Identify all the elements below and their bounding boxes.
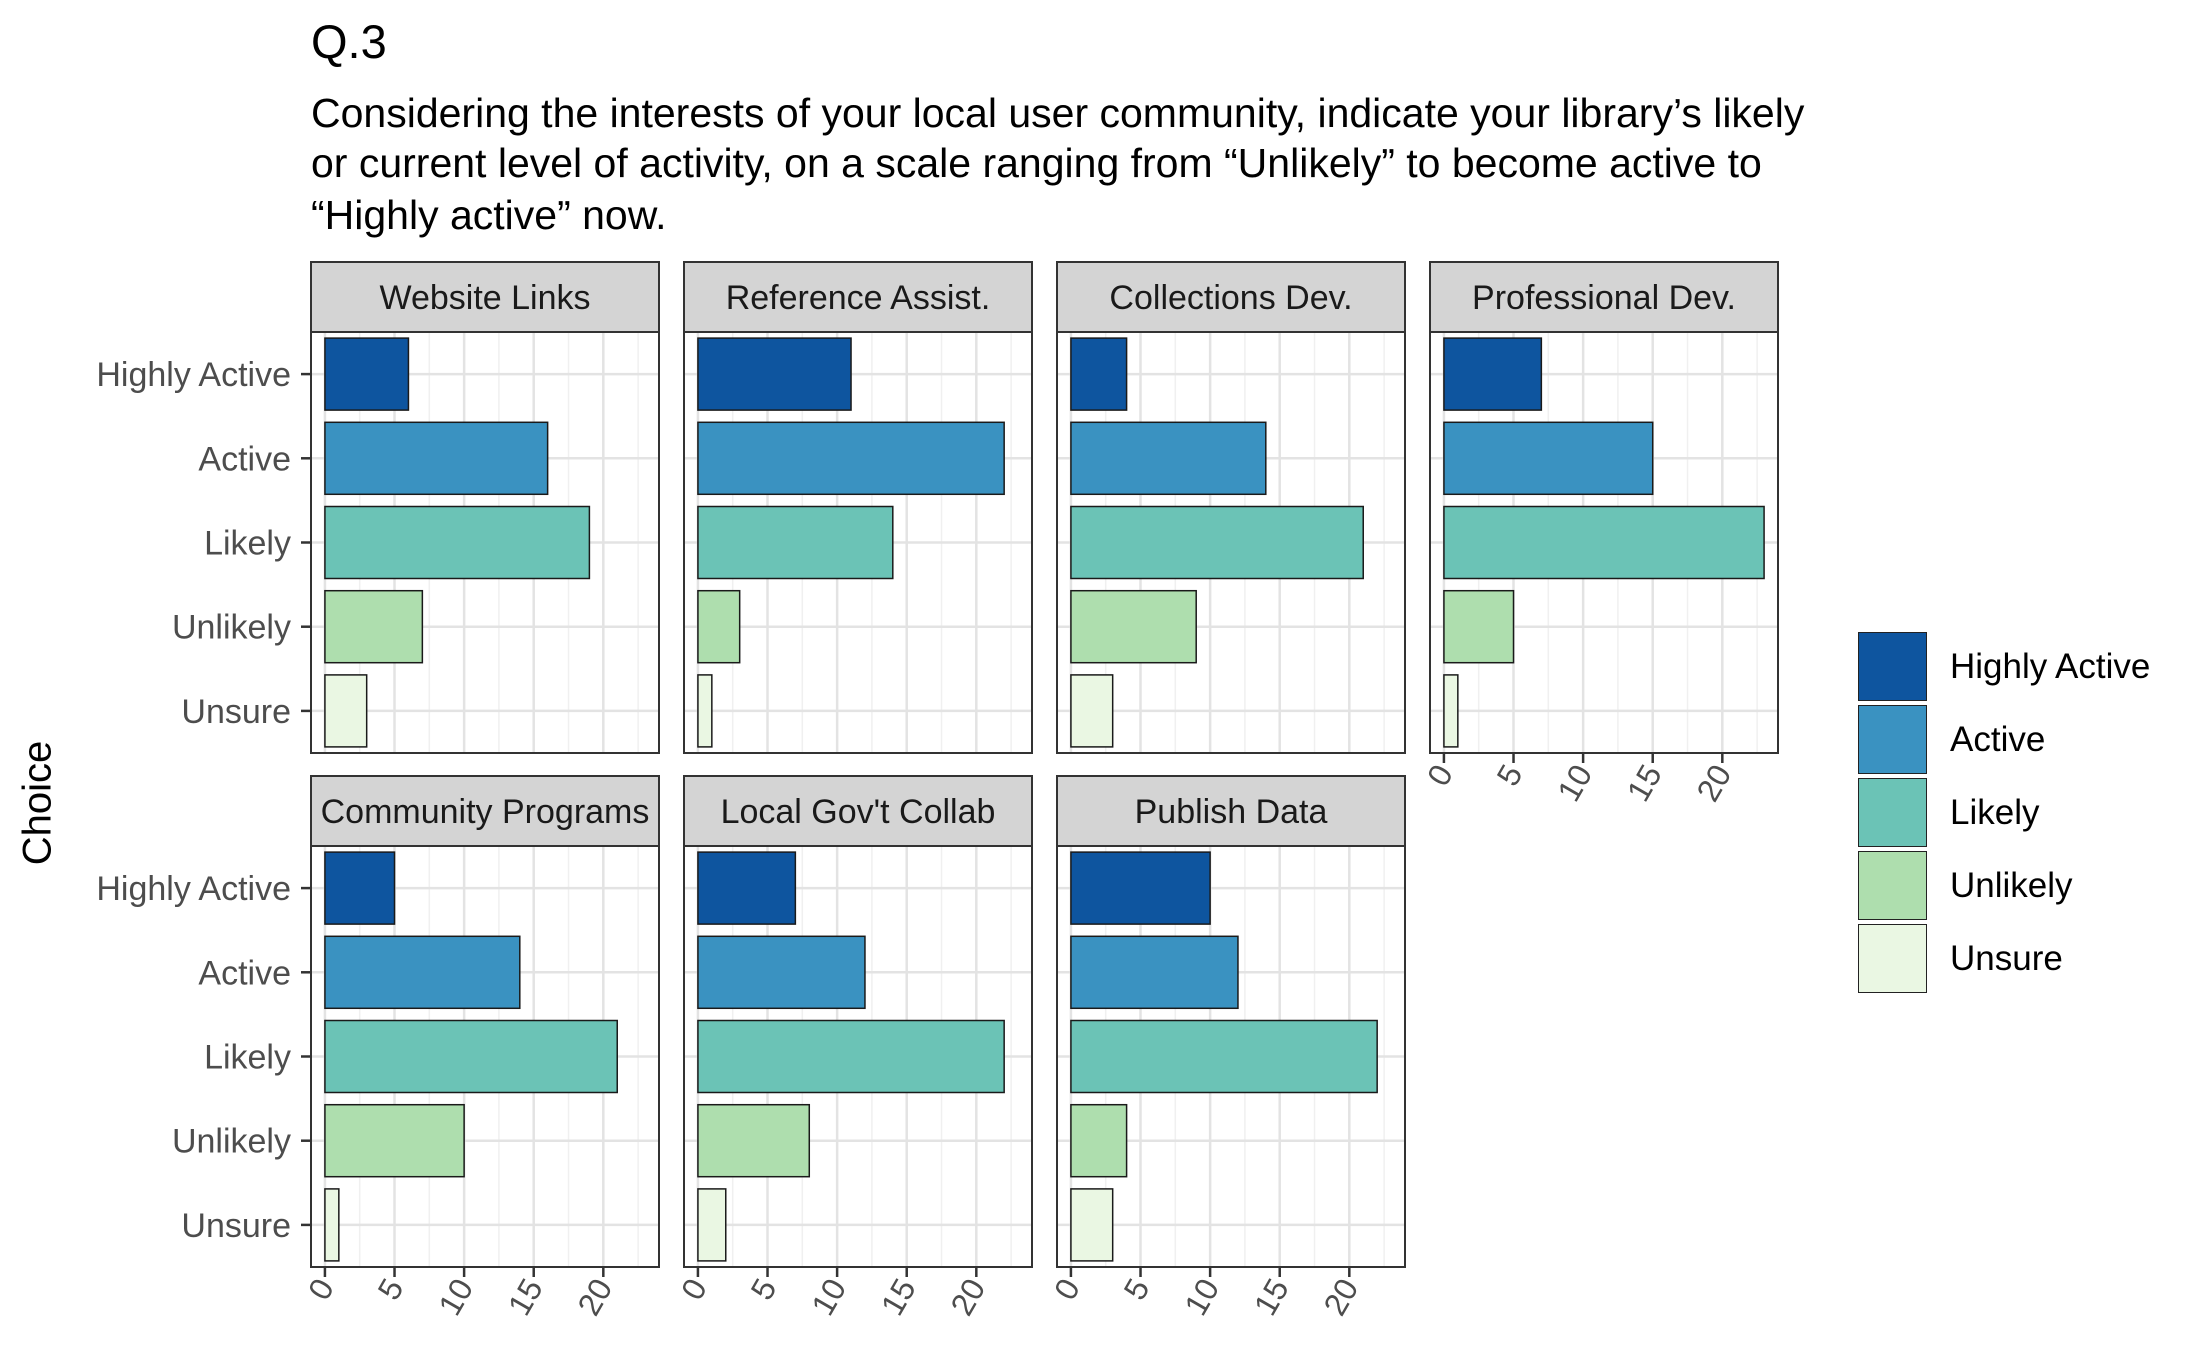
x-tick-label: 5 bbox=[1490, 759, 1530, 792]
y-tick-label-likely: Likely bbox=[204, 1039, 291, 1077]
legend-label-unsure: Unsure bbox=[1950, 939, 2063, 978]
y-tick-label-active: Active bbox=[198, 440, 291, 478]
bar-professional-dev-unsure bbox=[1443, 674, 1459, 748]
facet-strip-collections-dev bbox=[1056, 261, 1406, 333]
legend-label-highly-active: Highly Active bbox=[1950, 647, 2151, 686]
x-tick-label: 5 bbox=[744, 1273, 784, 1306]
bar-publish-data-likely bbox=[1070, 1019, 1378, 1094]
facet-strip-local-gov-t-collab bbox=[683, 775, 1033, 847]
x-tick-label: 20 bbox=[943, 1273, 992, 1322]
legend-label-active: Active bbox=[1950, 720, 2046, 759]
bar-collections-dev-likely bbox=[1070, 505, 1364, 580]
x-tick-label: 20 bbox=[570, 1273, 619, 1322]
x-tick-label: 10 bbox=[431, 1273, 480, 1322]
bar-reference-assist-unsure bbox=[697, 674, 713, 748]
bar-collections-dev-highly-active bbox=[1070, 337, 1128, 411]
bar-community-programs-unlikely bbox=[324, 1103, 465, 1178]
bar-local-gov-t-collab-likely bbox=[697, 1019, 1005, 1094]
x-tick-label: 0 bbox=[1420, 759, 1460, 792]
bar-local-gov-t-collab-active bbox=[697, 935, 866, 1010]
x-tick-label: 5 bbox=[371, 1273, 411, 1306]
bar-local-gov-t-collab-unlikely bbox=[697, 1103, 811, 1178]
x-tick-label: 10 bbox=[1177, 1273, 1226, 1322]
legend-label-likely: Likely bbox=[1950, 793, 2040, 832]
bar-website-links-likely bbox=[324, 505, 591, 580]
chart-title: Q.3 bbox=[311, 15, 387, 68]
bar-professional-dev-highly-active bbox=[1443, 337, 1543, 411]
legend-key-unlikely bbox=[1858, 851, 1927, 920]
legend-key-unsure bbox=[1858, 924, 1927, 993]
bar-publish-data-highly-active bbox=[1070, 851, 1211, 925]
y-tick-label-active: Active bbox=[198, 954, 291, 992]
x-tick-label: 15 bbox=[874, 1273, 923, 1322]
y-tick-label-unlikely: Unlikely bbox=[172, 609, 291, 647]
bar-professional-dev-likely bbox=[1443, 505, 1765, 580]
facet-label-collections-dev: Collections Dev. bbox=[1109, 279, 1352, 317]
bar-collections-dev-unlikely bbox=[1070, 589, 1197, 664]
bar-local-gov-t-collab-highly-active bbox=[697, 851, 797, 925]
facet-strip-publish-data bbox=[1056, 775, 1406, 847]
bar-collections-dev-unsure bbox=[1070, 674, 1114, 748]
chart-subtitle-line-1: Considering the interests of your local … bbox=[311, 90, 1805, 136]
x-tick-label: 10 bbox=[1550, 759, 1599, 808]
facet-strip-reference-assist bbox=[683, 261, 1033, 333]
bar-collections-dev-active bbox=[1070, 421, 1267, 496]
facet-strip-professional-dev bbox=[1429, 261, 1779, 333]
y-tick-label-likely: Likely bbox=[204, 525, 291, 563]
bar-local-gov-t-collab-unsure bbox=[697, 1188, 727, 1262]
bar-website-links-unlikely bbox=[324, 589, 424, 664]
facet-label-website-links: Website Links bbox=[379, 279, 590, 317]
facet-label-community-programs: Community Programs bbox=[321, 793, 650, 831]
x-tick-label: 15 bbox=[1247, 1273, 1296, 1322]
legend-key-active bbox=[1858, 705, 1927, 774]
legend-label-unlikely: Unlikely bbox=[1950, 866, 2073, 905]
facet-label-reference-assist: Reference Assist. bbox=[726, 279, 991, 317]
bar-professional-dev-unlikely bbox=[1443, 589, 1515, 664]
y-tick-label-unlikely: Unlikely bbox=[172, 1123, 291, 1161]
x-tick-label: 5 bbox=[1117, 1273, 1157, 1306]
bar-community-programs-unsure bbox=[324, 1188, 340, 1262]
facet-label-publish-data: Publish Data bbox=[1135, 793, 1328, 831]
bar-community-programs-active bbox=[324, 935, 521, 1010]
y-tick-label-highly-active: Highly Active bbox=[96, 870, 291, 908]
x-tick-label: 0 bbox=[1047, 1273, 1087, 1306]
x-tick-label: 20 bbox=[1689, 759, 1738, 808]
facet-strip-community-programs bbox=[310, 775, 660, 847]
legend-key-likely bbox=[1858, 778, 1927, 847]
facet-label-local-gov-t-collab: Local Gov't Collab bbox=[721, 793, 996, 831]
y-tick-label-highly-active: Highly Active bbox=[96, 356, 291, 394]
chart-subtitle-line-2: or current level of activity, on a scale… bbox=[311, 140, 1762, 186]
facet-label-professional-dev: Professional Dev. bbox=[1472, 279, 1736, 317]
bar-community-programs-highly-active bbox=[324, 851, 396, 925]
y-tick-label-unsure: Unsure bbox=[181, 1207, 291, 1245]
bar-reference-assist-highly-active bbox=[697, 337, 852, 411]
bar-reference-assist-likely bbox=[697, 505, 894, 580]
bar-professional-dev-active bbox=[1443, 421, 1654, 496]
bar-publish-data-active bbox=[1070, 935, 1239, 1010]
facet-strip-website-links bbox=[310, 261, 660, 333]
bar-publish-data-unsure bbox=[1070, 1188, 1114, 1262]
x-tick-label: 0 bbox=[301, 1273, 341, 1306]
x-tick-label: 0 bbox=[674, 1273, 714, 1306]
chart-subtitle-line-3: “Highly active” now. bbox=[311, 192, 667, 238]
bar-reference-assist-unlikely bbox=[697, 589, 741, 664]
x-tick-label: 15 bbox=[1620, 759, 1669, 808]
x-tick-label: 15 bbox=[501, 1273, 550, 1322]
legend-key-highly-active bbox=[1858, 632, 1927, 701]
bar-publish-data-unlikely bbox=[1070, 1103, 1128, 1178]
bar-website-links-highly-active bbox=[324, 337, 410, 411]
y-tick-label-unsure: Unsure bbox=[181, 693, 291, 731]
bar-reference-assist-active bbox=[697, 421, 1005, 496]
x-tick-label: 10 bbox=[804, 1273, 853, 1322]
x-tick-label: 20 bbox=[1316, 1273, 1365, 1322]
bar-website-links-unsure bbox=[324, 674, 368, 748]
bar-community-programs-likely bbox=[324, 1019, 618, 1094]
bar-website-links-active bbox=[324, 421, 549, 496]
